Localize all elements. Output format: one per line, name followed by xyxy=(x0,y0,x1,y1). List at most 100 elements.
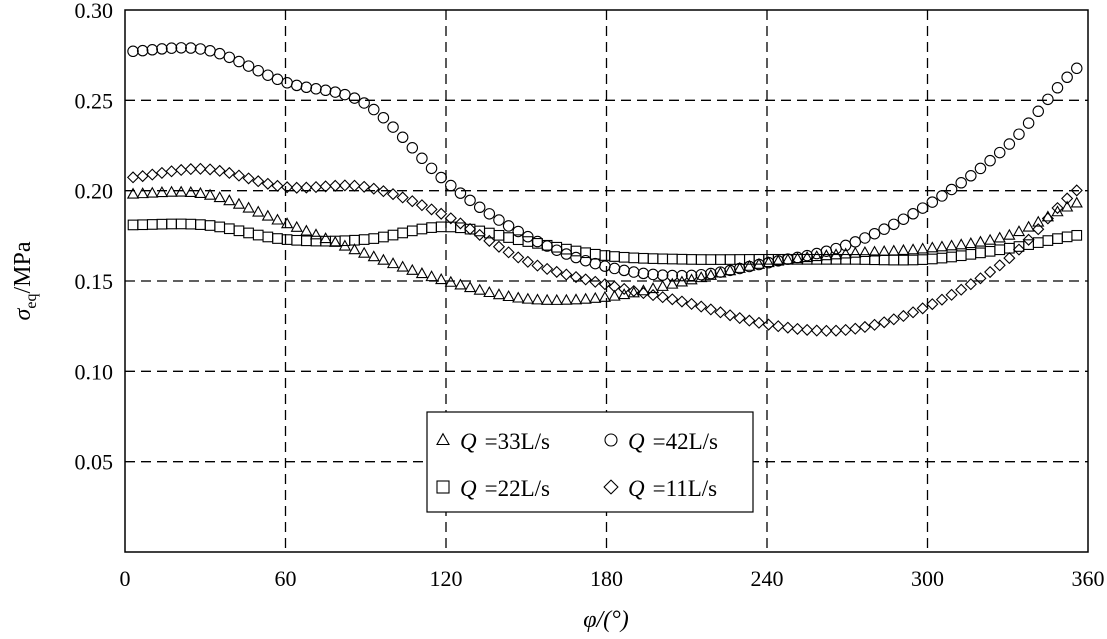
data-point xyxy=(463,281,477,293)
data-point xyxy=(184,185,197,197)
data-point xyxy=(1003,228,1016,240)
data-point xyxy=(888,254,900,266)
data-point xyxy=(261,177,274,190)
data-point xyxy=(983,233,997,245)
data-point xyxy=(512,225,524,238)
data-point xyxy=(1012,243,1026,256)
legend-label: Q =22L/s xyxy=(460,476,550,501)
data-point xyxy=(570,251,582,264)
data-point xyxy=(839,247,852,259)
data-point xyxy=(435,273,448,285)
data-point xyxy=(810,250,823,262)
data-point xyxy=(378,231,389,243)
data-point xyxy=(377,111,390,124)
data-point xyxy=(955,177,967,189)
data-point xyxy=(406,263,419,275)
data-point xyxy=(868,227,881,240)
data-point xyxy=(695,300,708,313)
legend-symbol: Q xyxy=(460,429,477,454)
data-point xyxy=(974,162,987,175)
legend-item: Q =22L/s xyxy=(436,476,550,501)
data-point xyxy=(309,228,323,240)
data-point xyxy=(589,291,602,303)
legend-value: =33L/s xyxy=(485,429,550,454)
data-point xyxy=(242,201,255,213)
data-point xyxy=(752,316,766,329)
data-point xyxy=(290,181,303,194)
data-point xyxy=(811,253,823,265)
legend-label: Q =11L/s xyxy=(628,476,717,501)
legend-marker xyxy=(436,432,450,446)
data-point xyxy=(309,181,323,194)
data-point xyxy=(252,64,264,77)
data-point xyxy=(426,222,437,233)
data-point xyxy=(608,262,621,275)
data-point xyxy=(646,282,660,294)
data-point xyxy=(849,246,862,258)
data-point xyxy=(772,254,785,266)
data-point xyxy=(579,292,592,304)
data-point xyxy=(1012,225,1026,237)
data-point xyxy=(521,292,534,304)
data-point xyxy=(1022,220,1035,232)
series-diamond xyxy=(126,162,1083,337)
data-point xyxy=(801,323,814,336)
data-point xyxy=(300,224,313,236)
data-point xyxy=(290,220,303,232)
data-point xyxy=(223,223,235,235)
data-point xyxy=(1070,196,1083,208)
data-point xyxy=(897,213,910,225)
data-point xyxy=(329,179,342,192)
data-point xyxy=(397,227,409,239)
data-point xyxy=(955,238,968,250)
data-point xyxy=(695,254,707,265)
data-point xyxy=(656,291,669,304)
data-point xyxy=(127,219,139,231)
data-point xyxy=(185,218,197,230)
x-tick-label: 60 xyxy=(275,566,297,591)
data-point xyxy=(994,244,1006,256)
data-point xyxy=(550,265,563,278)
data-point xyxy=(724,309,737,322)
data-point xyxy=(483,227,495,239)
data-point xyxy=(945,239,958,251)
data-point xyxy=(589,248,601,260)
data-point xyxy=(627,284,640,298)
data-point xyxy=(550,293,563,305)
data-point xyxy=(935,240,949,252)
data-point xyxy=(126,187,140,199)
data-point xyxy=(598,290,612,302)
data-point xyxy=(849,254,861,265)
data-point xyxy=(406,142,419,154)
data-point xyxy=(666,293,679,306)
y-axis-subscript: eq xyxy=(23,294,40,309)
data-point xyxy=(194,43,207,55)
data-point xyxy=(858,320,871,334)
data-point xyxy=(704,303,717,316)
y-tick-label: 0.05 xyxy=(75,450,114,475)
data-point xyxy=(1032,105,1044,118)
data-point xyxy=(165,42,178,54)
data-point xyxy=(185,42,197,54)
data-point xyxy=(618,264,630,277)
data-point xyxy=(415,267,429,279)
data-point xyxy=(1032,215,1045,227)
legend-value: =11L/s xyxy=(653,476,718,501)
x-tick-label: 180 xyxy=(590,566,623,591)
data-point xyxy=(1070,184,1083,197)
data-point xyxy=(646,289,660,302)
data-point xyxy=(906,243,920,255)
data-point xyxy=(964,278,977,291)
data-point xyxy=(483,234,496,247)
data-point xyxy=(888,218,900,231)
data-point xyxy=(1003,251,1016,265)
data-point xyxy=(657,253,669,265)
data-point xyxy=(473,201,486,214)
data-point xyxy=(367,250,380,262)
data-point xyxy=(926,298,939,311)
data-point xyxy=(261,209,274,221)
data-point xyxy=(1052,233,1063,244)
data-point xyxy=(214,221,226,233)
data-point xyxy=(242,60,255,72)
